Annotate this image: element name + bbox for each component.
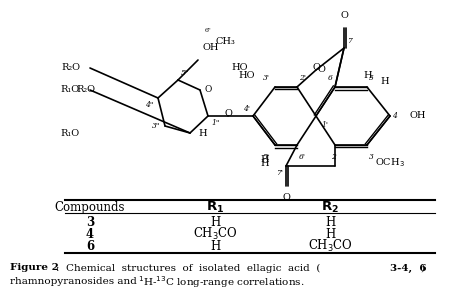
Text: R₂O: R₂O xyxy=(61,63,80,72)
Text: 3: 3 xyxy=(86,216,94,229)
Text: $\mathbf{R_2}$: $\mathbf{R_2}$ xyxy=(321,200,339,215)
Text: 5": 5" xyxy=(181,69,190,77)
Text: 4: 4 xyxy=(392,112,397,120)
Text: O: O xyxy=(340,11,348,21)
Text: $^1$H-$^{13}$C long-range correlations.: $^1$H-$^{13}$C long-range correlations. xyxy=(138,274,304,290)
Text: 4: 4 xyxy=(86,228,94,241)
Text: 6": 6" xyxy=(205,27,211,33)
Text: Compounds: Compounds xyxy=(55,201,125,213)
Text: 3': 3' xyxy=(263,74,270,82)
Text: O: O xyxy=(312,63,320,72)
Text: R₁O: R₁O xyxy=(61,86,80,95)
Text: H: H xyxy=(261,159,269,168)
Text: OH: OH xyxy=(410,111,427,120)
Text: O: O xyxy=(205,86,212,95)
Text: 2': 2' xyxy=(299,74,306,82)
Text: 1': 1' xyxy=(321,121,328,129)
Text: H: H xyxy=(210,216,220,229)
Text: 6: 6 xyxy=(328,74,333,82)
Text: H: H xyxy=(325,216,335,229)
Text: HO: HO xyxy=(231,63,248,72)
Text: ): ) xyxy=(420,264,424,273)
Text: OH: OH xyxy=(203,43,219,52)
Text: O: O xyxy=(318,66,326,75)
Text: CH$_3$CO: CH$_3$CO xyxy=(308,238,353,254)
Text: OCH$_3$: OCH$_3$ xyxy=(375,156,405,169)
Text: 2: 2 xyxy=(330,153,336,161)
Text: 7': 7' xyxy=(276,169,283,177)
Text: H: H xyxy=(261,156,269,164)
Text: HO: HO xyxy=(238,71,255,80)
Text: O: O xyxy=(282,193,290,202)
Text: $\mathbf{R_1}$: $\mathbf{R_1}$ xyxy=(206,200,224,215)
Text: Figure 2: Figure 2 xyxy=(10,264,59,273)
Text: 7: 7 xyxy=(347,37,352,45)
Text: 5: 5 xyxy=(369,74,374,82)
Text: R₁O: R₁O xyxy=(61,128,80,137)
Text: 6: 6 xyxy=(86,240,94,253)
Text: R₂O: R₂O xyxy=(76,86,95,95)
Text: O: O xyxy=(224,110,232,119)
Text: rhamnopyranosides and: rhamnopyranosides and xyxy=(10,278,140,286)
Text: 3": 3" xyxy=(152,122,160,130)
Text: 4': 4' xyxy=(243,105,250,113)
Text: 4": 4" xyxy=(145,101,153,109)
Text: H: H xyxy=(199,129,207,139)
Text: 5': 5' xyxy=(263,153,270,161)
Text: H: H xyxy=(381,78,389,87)
Text: 6': 6' xyxy=(299,153,306,161)
Text: H: H xyxy=(325,228,335,241)
Text: :  Chemical  structures  of  isolated  ellagic  acid  (: : Chemical structures of isolated ellagi… xyxy=(56,263,320,273)
Text: H: H xyxy=(364,71,372,80)
Text: 3-4,  6: 3-4, 6 xyxy=(390,263,427,273)
Text: CH$_3$CO: CH$_3$CO xyxy=(192,226,237,242)
Text: 3: 3 xyxy=(369,153,374,161)
Text: H: H xyxy=(210,240,220,253)
Text: 1": 1" xyxy=(211,119,219,127)
Text: CH₃: CH₃ xyxy=(216,38,236,47)
